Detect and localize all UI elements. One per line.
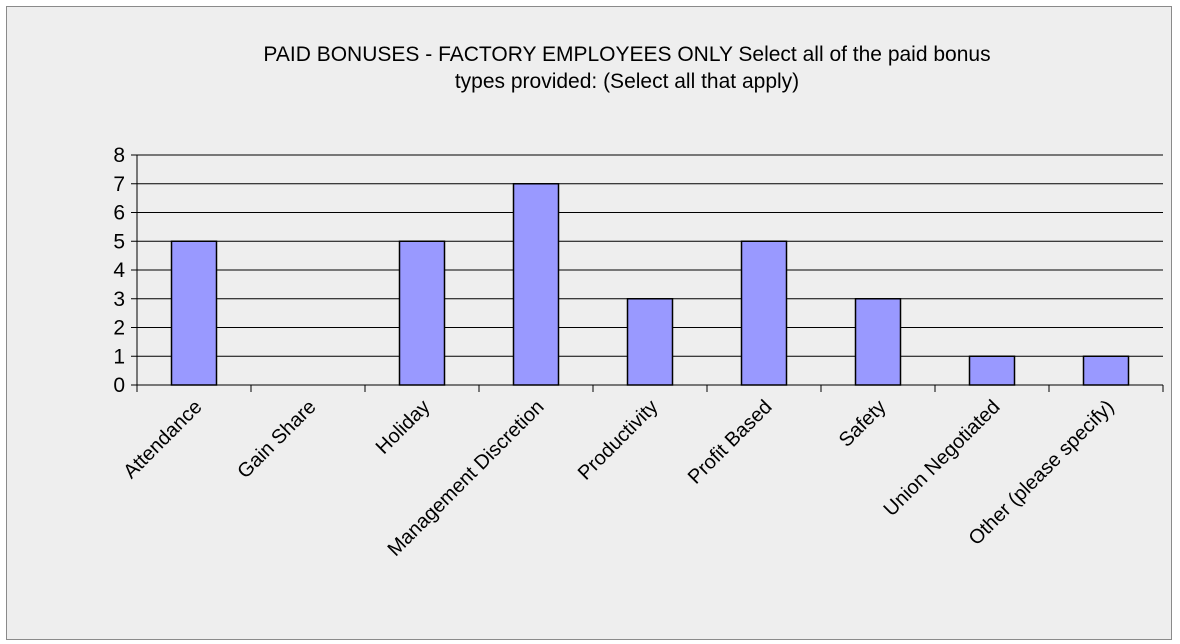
x-category-label: Profit Based <box>684 396 777 489</box>
y-tick-label: 0 <box>113 374 125 397</box>
y-tick-label: 5 <box>113 230 125 253</box>
y-tick-label: 8 <box>113 144 125 167</box>
bar-holiday <box>398 240 446 386</box>
y-tick-label: 3 <box>113 288 125 311</box>
chart-title-line-1: PAID BONUSES - FACTORY EMPLOYEES ONLY Se… <box>263 43 991 66</box>
bar-attendance <box>170 240 218 386</box>
x-category-label: Safety <box>835 396 891 452</box>
y-tick-label: 1 <box>113 345 125 368</box>
bar-management-discretion <box>512 183 560 386</box>
chart-title: PAID BONUSES - FACTORY EMPLOYEES ONLY Se… <box>127 41 1127 95</box>
y-tick-label: 2 <box>113 317 125 340</box>
bar-profit-based <box>740 240 788 386</box>
x-category-label: Gain Share <box>233 396 320 483</box>
bar-other-please-specify <box>1082 355 1130 386</box>
x-category-label: Productivity <box>574 396 663 485</box>
bar-union-negotiated <box>968 355 1016 386</box>
chart-title-line-2: types provided: (Select all that apply) <box>454 70 800 93</box>
bar-safety <box>854 298 902 386</box>
y-tick-label: 7 <box>113 173 125 196</box>
x-category-label: Holiday <box>372 396 435 459</box>
x-category-label: Attendance <box>119 396 206 483</box>
y-tick-label: 4 <box>113 259 125 282</box>
y-tick-label: 6 <box>113 202 125 225</box>
bar-productivity <box>626 298 674 386</box>
x-category-label: Union Negotiated <box>880 396 1005 521</box>
